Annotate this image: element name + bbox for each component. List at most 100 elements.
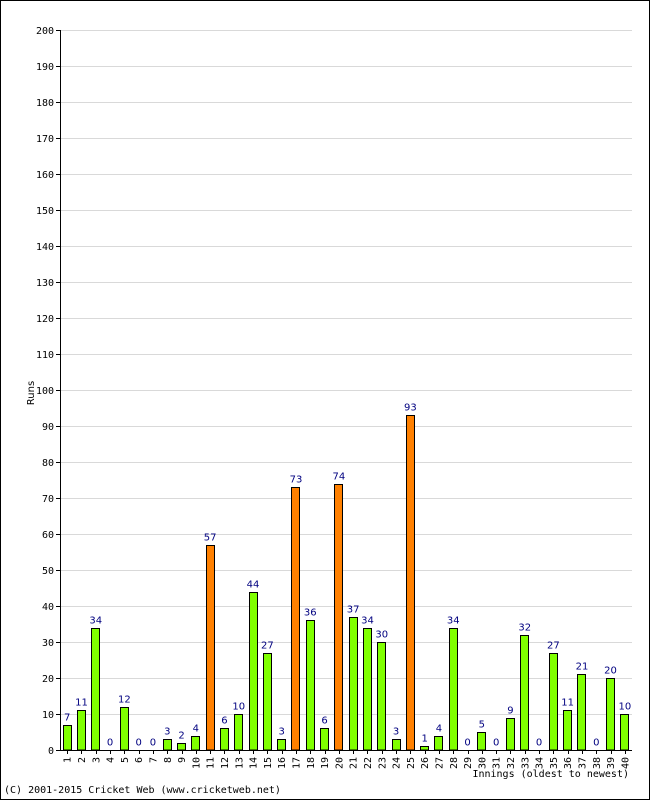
bar — [406, 415, 415, 751]
x-tick-label: 19 — [320, 757, 331, 769]
y-tick-label: 110 — [36, 350, 54, 361]
x-tick-label: 32 — [506, 757, 517, 769]
x-tick-label: 14 — [249, 757, 260, 769]
y-tick-label: 200 — [36, 26, 54, 37]
y-tick-label: 80 — [42, 458, 54, 469]
x-tick-label: 2 — [77, 757, 88, 763]
bar — [606, 678, 615, 751]
x-tick-label: 38 — [592, 757, 603, 769]
bar — [234, 714, 243, 751]
data-label: 34 — [447, 616, 460, 627]
bar — [63, 725, 72, 751]
data-label: 1 — [421, 734, 427, 745]
x-tick-label: 11 — [206, 757, 217, 769]
x-tick-label: 40 — [620, 757, 631, 769]
x-tick-label: 36 — [563, 757, 574, 769]
y-tick-label: 20 — [42, 674, 54, 685]
y-tick-label: 60 — [42, 530, 54, 541]
bars — [63, 415, 629, 751]
data-label: 0 — [464, 738, 470, 749]
x-tick-label: 20 — [334, 757, 345, 769]
x-tick-label: 24 — [392, 757, 403, 769]
x-tick-label: 1 — [63, 757, 74, 763]
data-label: 11 — [75, 698, 88, 709]
data-label: 12 — [118, 695, 131, 706]
data-label: 9 — [507, 706, 513, 717]
bar — [520, 635, 529, 751]
bar — [577, 674, 586, 751]
x-tick-label: 33 — [520, 757, 531, 769]
bar — [349, 617, 358, 751]
data-label: 3 — [393, 727, 399, 738]
bar — [191, 736, 200, 751]
y-tick-label: 70 — [42, 494, 54, 505]
y-tick-label: 180 — [36, 98, 54, 109]
x-tick-label: 35 — [549, 757, 560, 769]
bar — [563, 710, 572, 751]
data-label: 4 — [193, 724, 199, 735]
x-tick-label: 7 — [148, 757, 159, 763]
grid-lines — [60, 30, 632, 715]
y-tick-label: 0 — [48, 746, 54, 757]
y-tick-label: 130 — [36, 278, 54, 289]
bar — [277, 739, 286, 751]
x-tick-label: 29 — [463, 757, 474, 769]
y-tick-label: 120 — [36, 314, 54, 325]
data-label: 11 — [561, 698, 574, 709]
data-label: 6 — [321, 716, 327, 727]
data-label: 5 — [479, 720, 485, 731]
x-tick-label: 6 — [134, 757, 145, 763]
data-label: 93 — [404, 403, 417, 414]
data-label: 10 — [232, 702, 245, 713]
x-tick-label: 3 — [91, 757, 102, 763]
data-label: 4 — [436, 724, 442, 735]
bar — [177, 743, 186, 751]
data-label: 34 — [361, 616, 374, 627]
x-axis-ticks: 1 2 3 4 5 6 7 8 9 10 11 12 13 14 15 16 17 18 19 20 21 22 23 24 2… — [63, 750, 631, 769]
bar — [377, 642, 386, 751]
x-tick-label: 13 — [234, 757, 245, 769]
x-tick-label: 26 — [420, 757, 431, 769]
y-tick-label: 30 — [42, 638, 54, 649]
data-label: 7 — [64, 713, 70, 724]
data-label: 37 — [347, 605, 360, 616]
bar — [549, 653, 558, 751]
data-label: 2 — [178, 731, 184, 742]
bar — [263, 653, 272, 751]
x-tick-label: 34 — [535, 757, 546, 769]
data-label: 10 — [618, 702, 631, 713]
x-tick-label: 37 — [577, 757, 588, 769]
y-tick-label: 100 — [36, 386, 54, 397]
y-tick-label: 140 — [36, 242, 54, 253]
data-label: 30 — [375, 630, 388, 641]
x-tick-label: 18 — [306, 757, 317, 769]
bar — [291, 487, 300, 751]
y-tick-label: 90 — [42, 422, 54, 433]
bar — [320, 728, 329, 751]
data-label: 3 — [278, 727, 284, 738]
bar — [477, 732, 486, 751]
x-tick-label: 4 — [106, 757, 117, 763]
bar — [506, 718, 515, 751]
x-tick-label: 25 — [406, 757, 417, 769]
x-tick-label: 30 — [477, 757, 488, 769]
y-tick-label: 10 — [42, 710, 54, 721]
data-label: 3 — [164, 727, 170, 738]
bar — [120, 707, 129, 751]
bar — [392, 739, 401, 751]
data-label: 0 — [135, 738, 141, 749]
axes — [60, 30, 632, 751]
x-tick-label: 12 — [220, 757, 231, 769]
x-axis-title: Innings (oldest to newest) — [472, 769, 629, 780]
x-tick-label: 31 — [492, 757, 503, 769]
data-label: 27 — [547, 641, 560, 652]
data-label: 21 — [576, 662, 589, 673]
data-label: 6 — [221, 716, 227, 727]
x-tick-label: 23 — [377, 757, 388, 769]
y-axis-ticks: 0 10 20 30 40 50 60 70 80 90 100 110 120 130 140 150 160… — [36, 26, 60, 757]
data-label: 0 — [536, 738, 542, 749]
x-tick-label: 9 — [177, 757, 188, 763]
bar — [206, 545, 215, 751]
